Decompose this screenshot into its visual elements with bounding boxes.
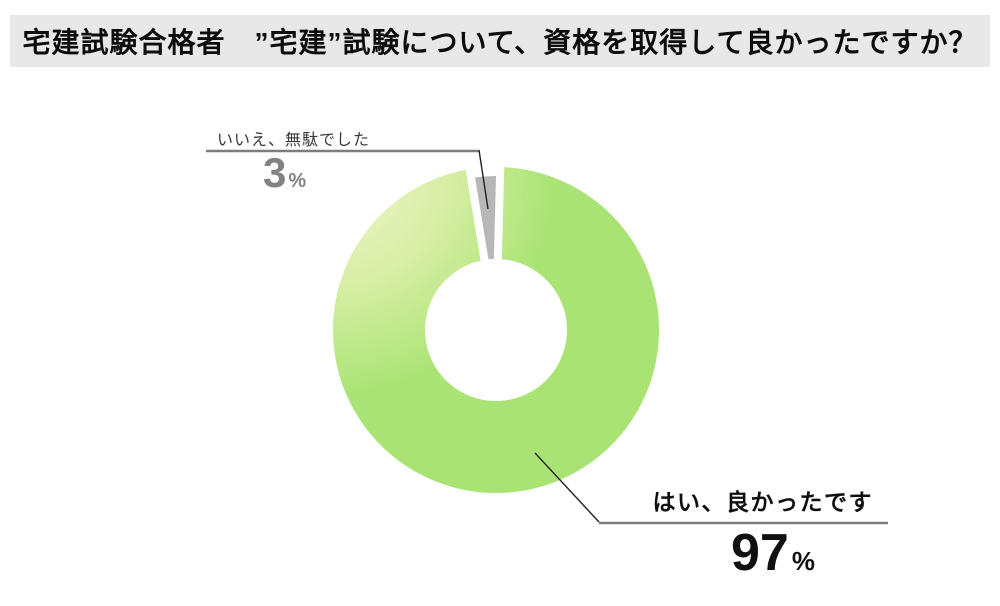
yes-slice-value: 97 % [731, 527, 815, 579]
title-banner: 宅建試験合格者 ”宅建”試験について、資格を取得して良かったですか？ [10, 15, 990, 67]
chart-title: 宅建試験合格者 ”宅建”試験について、資格を取得して良かったですか？ [22, 27, 978, 58]
yes-leader-line [534, 452, 600, 523]
yes-slice-percentage: 97 [731, 524, 789, 582]
yes-slice-callout: はい、良かったです 97 % [599, 483, 888, 579]
no-slice [475, 176, 497, 260]
no-slice-value: 3 % [263, 152, 306, 194]
no-slice-percentage: 3 [263, 149, 287, 196]
no-slice-percent-sign: % [288, 170, 307, 192]
no-leader-line [478, 149, 489, 210]
donut-slices [333, 167, 660, 494]
yes-slice [333, 167, 660, 494]
no-slice-callout: いいえ、無駄でした 3 % [206, 126, 479, 194]
yes-slice-percent-sign: % [791, 546, 815, 576]
yes-slice-label: はい、良かったです [652, 489, 873, 515]
no-slice-label: いいえ、無駄でした [217, 132, 371, 149]
